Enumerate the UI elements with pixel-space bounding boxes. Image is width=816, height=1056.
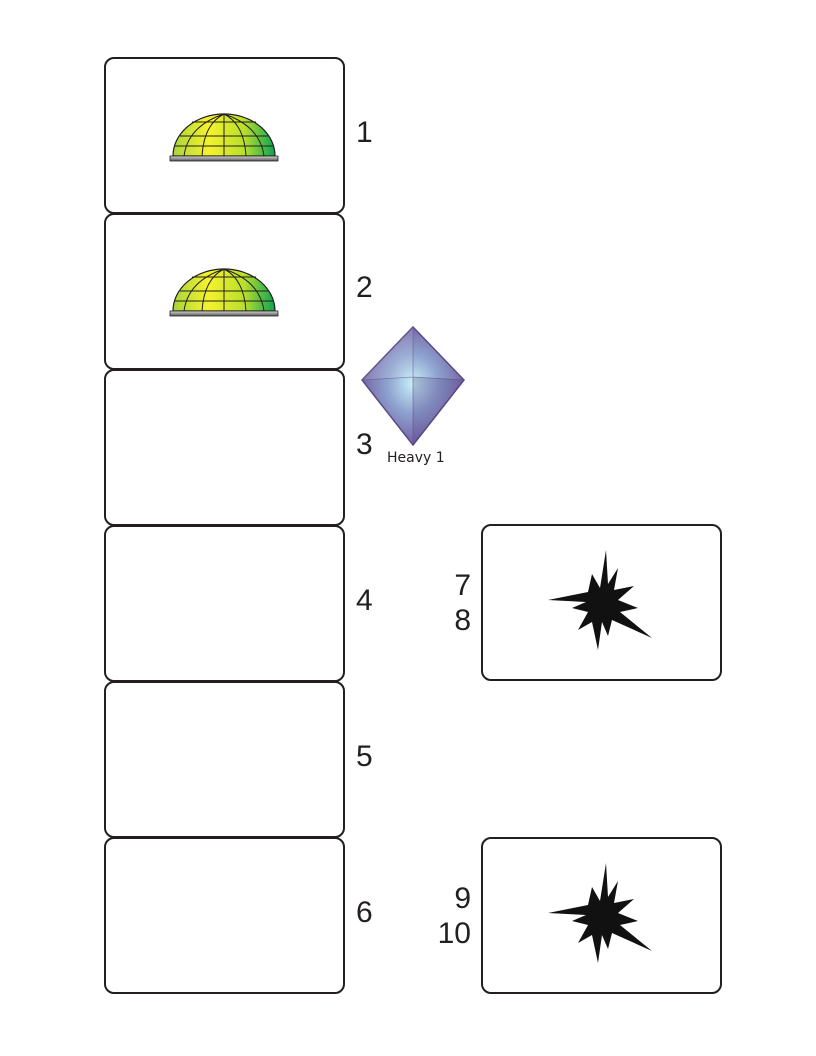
side-card-number: 7: [454, 569, 471, 602]
burst-icon: [548, 550, 652, 650]
card-number: 4: [356, 584, 373, 617]
card-number: 6: [356, 896, 373, 929]
dome-icon: [169, 268, 279, 317]
card-number: 1: [356, 116, 373, 149]
card-5: [104, 681, 345, 838]
card-number: 2: [356, 271, 373, 304]
card-3: [104, 369, 345, 526]
gem-label: Heavy 1: [387, 450, 445, 466]
card-number: 3: [356, 428, 373, 461]
card-number: 5: [356, 740, 373, 773]
burst-icon: [548, 863, 652, 963]
card-6: [104, 837, 345, 994]
dome-icon: [169, 113, 279, 162]
side-card-number: 9: [454, 882, 471, 915]
gem-icon: [361, 325, 465, 447]
side-card-number: 10: [437, 917, 471, 950]
card-4: [104, 525, 345, 682]
side-card-number: 8: [454, 604, 471, 637]
